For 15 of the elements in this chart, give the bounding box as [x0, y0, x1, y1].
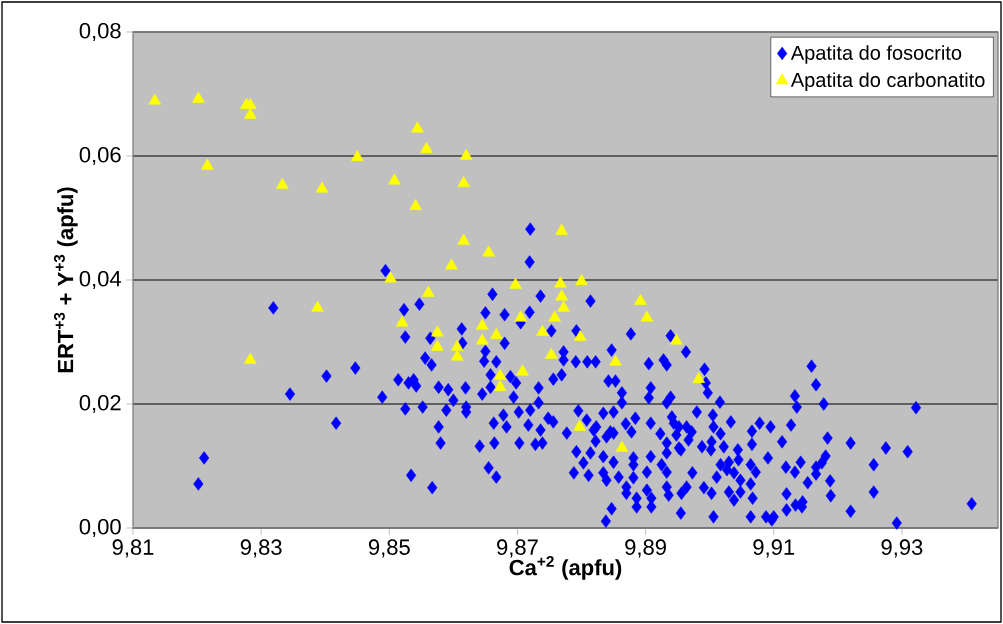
x-tick-label: 9,89 [625, 539, 666, 558]
y-tick-label: 0,08 [79, 22, 121, 42]
x-tick-label: 9,93 [881, 539, 923, 558]
x-tick-label: 9,81 [112, 539, 154, 558]
y-tick-label: 0,04 [79, 270, 121, 290]
legend-label: Apatita do fosocrito [790, 45, 962, 64]
legend-label: Apatita do carbonatito [790, 72, 985, 92]
x-tick-label: 9,83 [240, 539, 282, 558]
y-tick-label: 0,02 [79, 394, 121, 414]
x-tick-label: 9,87 [497, 539, 538, 558]
x-tick-label: 9,85 [368, 539, 410, 558]
y-tick-label: 0,00 [79, 518, 121, 538]
x-tick-label: 9,91 [753, 539, 795, 558]
y-axis-title: ERT$^{+3}$ + Y$^{+3}$ (apfu) [53, 187, 78, 373]
y-tick-label: 0,06 [79, 146, 121, 166]
